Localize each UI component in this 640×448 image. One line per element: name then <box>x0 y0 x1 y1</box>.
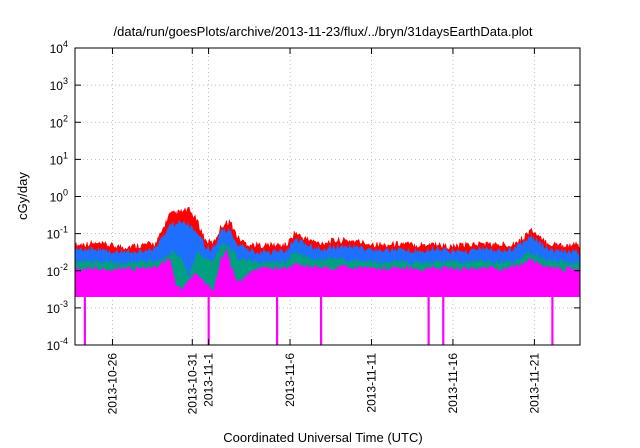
y-tick-label: 102 <box>50 113 68 130</box>
y-tick-label: 101 <box>50 150 68 167</box>
y-tick-label: 10-1 <box>47 225 68 242</box>
x-tick-label: 2013-10-31 <box>185 353 199 415</box>
x-tick-label: 2013-11-6 <box>283 353 297 407</box>
dropout-spike <box>319 296 323 345</box>
y-axis-ticks: 10-4 10-3 10-2 10-1 100 101 102 103 104 <box>47 39 580 353</box>
x-tick-label: 2013-11-11 <box>364 353 378 413</box>
y-tick-label: 10-3 <box>47 299 68 316</box>
grid-lines <box>75 47 580 346</box>
x-tick-label: 2013-10-26 <box>105 353 119 415</box>
y-axis-label: cGy/day <box>15 172 30 220</box>
chart-title: /data/run/goesPlots/archive/2013-11-23/f… <box>114 24 533 39</box>
data-series <box>74 206 581 297</box>
dropout-spike <box>551 296 554 345</box>
dropout-spikes <box>83 296 554 345</box>
dropout-spike <box>276 296 279 345</box>
series-area-3 <box>74 248 581 297</box>
x-axis-ticks: 2013-10-26 2013-10-31 2013-11-1 2013-11-6 20… <box>105 48 541 414</box>
dropout-spike <box>427 296 430 345</box>
x-axis-label: Coordinated Universal Time (UTC) <box>223 430 422 445</box>
x-tick-label: 2013-11-1 <box>202 353 216 407</box>
y-tick-label: 104 <box>50 39 68 56</box>
x-tick-label: 2013-11-16 <box>446 353 460 414</box>
x-tick-label: 2013-11-21 <box>527 353 541 414</box>
dropout-spike <box>207 296 210 345</box>
dropout-spike <box>83 296 86 345</box>
y-tick-label: 10-4 <box>47 336 68 353</box>
y-tick-label: 100 <box>50 188 68 205</box>
y-tick-label: 103 <box>50 76 68 93</box>
dropout-spike <box>442 296 445 345</box>
y-tick-label: 10-2 <box>47 262 68 279</box>
